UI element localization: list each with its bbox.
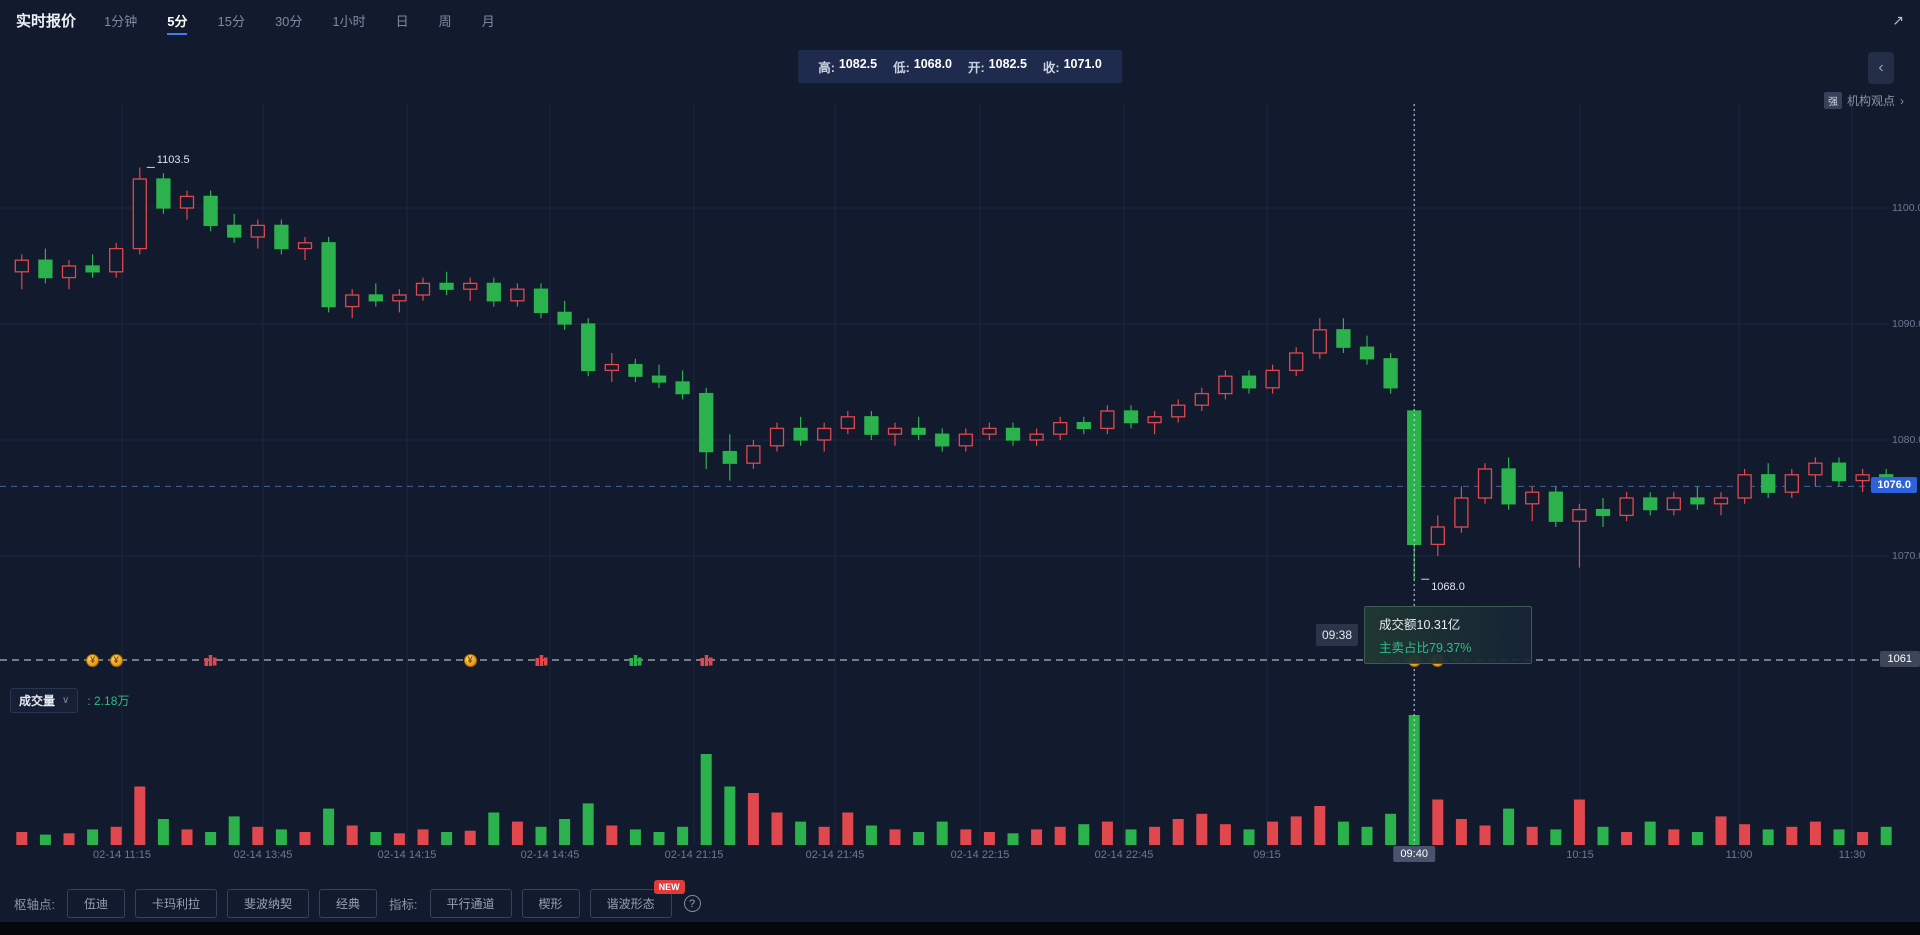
event-marker-coin[interactable]: ¥ xyxy=(109,653,123,667)
interval-tab-5[interactable]: 日 xyxy=(394,0,411,40)
chevron-down-icon: ∨ xyxy=(62,695,70,706)
event-marker-coin[interactable]: ¥ xyxy=(86,653,100,667)
insight-label: 机构观点 xyxy=(1846,94,1895,108)
pivot-button-0[interactable]: 伍迪 xyxy=(66,889,125,918)
event-marker-coin[interactable]: ¥ xyxy=(463,653,477,667)
interval-tab-0[interactable]: 1分钟 xyxy=(102,0,139,40)
page-title: 实时报价 xyxy=(16,12,77,30)
event-marker-kline[interactable] xyxy=(204,654,217,667)
indicator-button-2[interactable]: 谐波形态 NEW xyxy=(589,880,685,918)
ohlc-item-1: 低: 1068.0 xyxy=(893,57,952,75)
tooltip-box: 成交额10.31亿 主卖占比79.37% xyxy=(1364,606,1533,664)
indicator-button-1[interactable]: 楔形 xyxy=(521,889,580,918)
interval-tab-7[interactable]: 月 xyxy=(480,0,497,40)
interval-tab-2[interactable]: 15分 xyxy=(215,0,246,40)
indicator-button-group: 平行通道 楔形 谐波形态 NEW xyxy=(429,880,685,918)
institution-view-link[interactable]: 强 机构观点 › xyxy=(1823,92,1904,109)
interval-tab-4[interactable]: 1小时 xyxy=(330,0,367,40)
new-badge: NEW xyxy=(653,880,685,894)
expand-icon[interactable]: ↗ xyxy=(1892,11,1904,28)
pivot-label: 枢轴点: xyxy=(14,898,55,912)
event-marker-kline[interactable] xyxy=(700,654,713,667)
collapse-panel-button[interactable]: ‹ xyxy=(1868,52,1894,84)
ohlc-summary-bar: 高: 1082.5 低: 1068.0 开: 1082.5 收: 1071.0 xyxy=(798,50,1122,83)
indicator-label: 指标: xyxy=(389,898,418,912)
event-marker-kline[interactable] xyxy=(629,654,642,667)
interval-tab-1[interactable]: 5分 xyxy=(165,0,189,40)
top-toolbar: 实时报价 1分钟 5分 15分 30分 1小时日周月 ↗ xyxy=(0,0,1920,40)
indicator-button-0[interactable]: 平行通道 xyxy=(429,889,512,918)
volume-value: : 2.18万 xyxy=(87,694,130,708)
pivot-button-1[interactable]: 卡玛利拉 xyxy=(135,889,218,918)
volume-label: 成交量 xyxy=(19,694,56,708)
footer-strip xyxy=(0,922,1920,935)
event-marker-kline[interactable] xyxy=(535,654,548,667)
interval-tabs: 1分钟 5分 15分 30分 1小时日周月 xyxy=(102,0,497,40)
volume-header: 成交量 ∨ : 2.18万 xyxy=(10,688,129,713)
bottom-toolbar: 枢轴点: 伍迪 卡玛利拉 斐波纳契 经典 指标: 平行通道 楔形 谐波形态 NEW ? xyxy=(14,880,701,918)
pivot-button-group: 伍迪 卡玛利拉 斐波纳契 经典 xyxy=(66,889,378,918)
strength-badge: 强 xyxy=(1823,92,1842,109)
ohlc-item-3: 收: 1071.0 xyxy=(1042,57,1102,75)
pivot-button-2[interactable]: 斐波纳契 xyxy=(227,889,310,918)
interval-tab-3[interactable]: 30分 xyxy=(273,0,304,40)
tooltip-sell-ratio: 主卖占比79.37% xyxy=(1379,641,1472,655)
ohlc-item-0: 高: 1082.5 xyxy=(818,57,878,75)
ohlc-item-2: 开: 1082.5 xyxy=(968,57,1027,75)
tooltip-turnover: 成交额10.31亿 xyxy=(1379,618,1461,632)
pivot-button-3[interactable]: 经典 xyxy=(319,889,378,918)
tooltip-time: 09:38 xyxy=(1316,624,1359,646)
help-icon[interactable]: ? xyxy=(683,895,701,912)
chevron-right-icon: › xyxy=(1900,93,1904,108)
volume-indicator-dropdown[interactable]: 成交量 ∨ xyxy=(10,688,79,713)
crosshair-tooltip: 09:38 成交额10.31亿 主卖占比79.37% xyxy=(1316,606,1533,664)
interval-tab-6[interactable]: 周 xyxy=(437,0,454,40)
